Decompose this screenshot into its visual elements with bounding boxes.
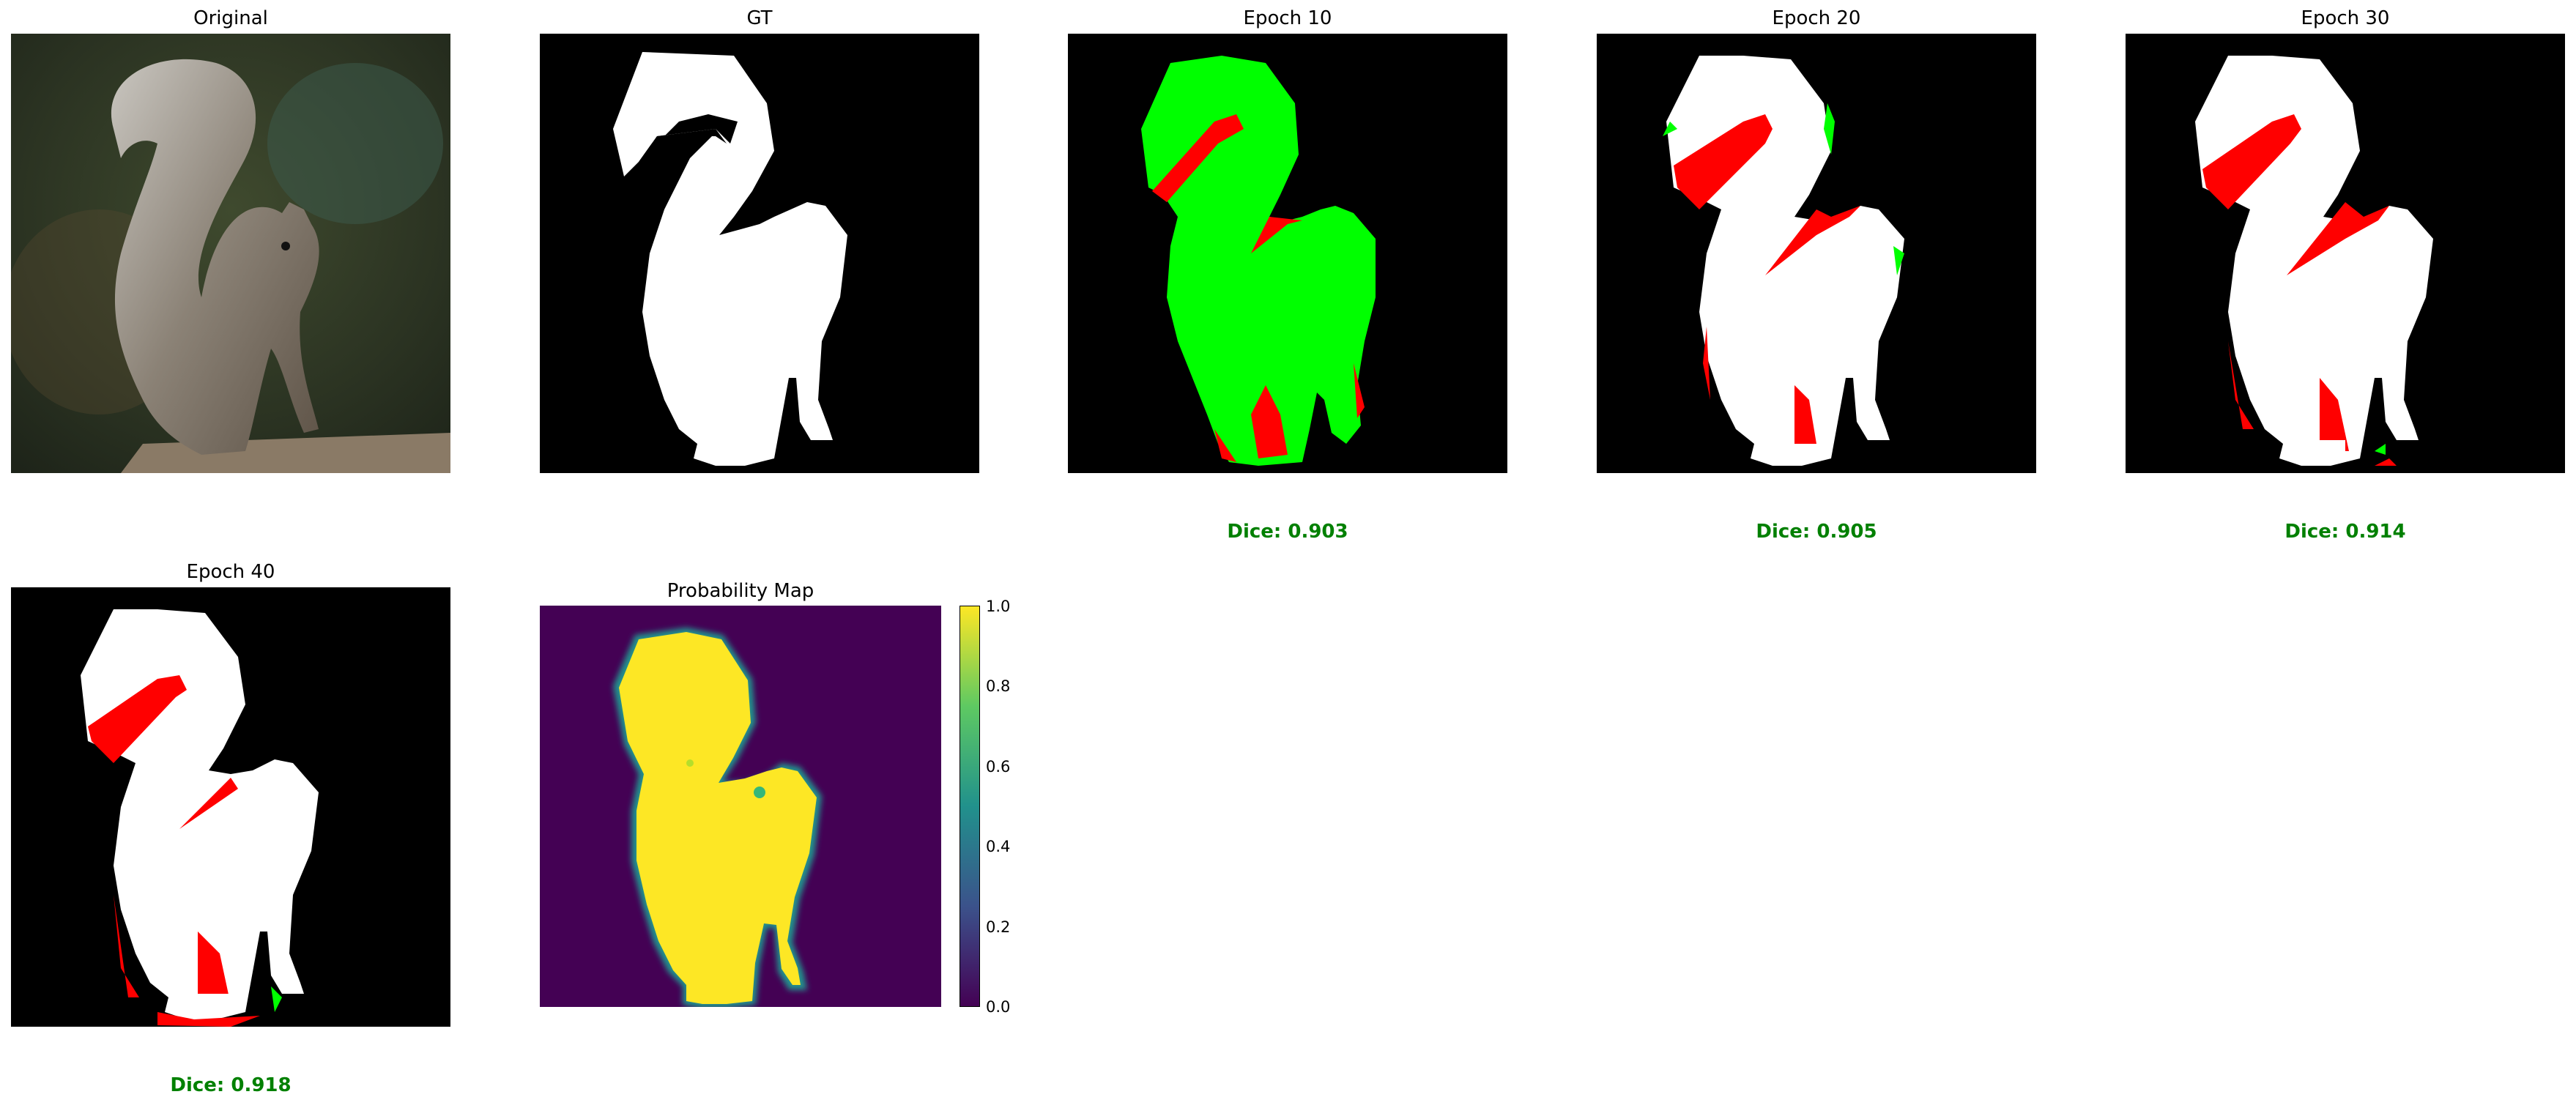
- probability-map-title: Probability Map: [667, 580, 814, 602]
- epoch40-dice: Dice: 0.918: [170, 1074, 292, 1096]
- gt-mask: [540, 34, 979, 473]
- epoch20-mask: [1597, 34, 2036, 473]
- epoch40-mask: [11, 587, 450, 1027]
- colorbar-tick-5: 1.0: [986, 598, 1011, 615]
- original-image: [11, 34, 450, 473]
- probability-map: [540, 606, 941, 1007]
- epoch20-title: Epoch 20: [1772, 7, 1861, 29]
- original-title: Original: [193, 7, 268, 29]
- gt-title: GT: [746, 7, 773, 29]
- epoch30-title: Epoch 30: [2301, 7, 2390, 29]
- epoch40-title: Epoch 40: [186, 561, 275, 583]
- colorbar-tick-1: 0.2: [986, 918, 1011, 936]
- colorbar-tick-4: 0.8: [986, 677, 1011, 695]
- epoch20-dice: Dice: 0.905: [1756, 521, 1877, 543]
- epoch10-mask: [1068, 34, 1507, 473]
- colorbar-tick-3: 0.6: [986, 758, 1011, 776]
- epoch10-title: Epoch 10: [1243, 7, 1332, 29]
- probability-colorbar: [959, 606, 980, 1007]
- epoch30-dice: Dice: 0.914: [2284, 521, 2406, 543]
- colorbar-tick-2: 0.4: [986, 838, 1011, 855]
- epoch10-dice: Dice: 0.903: [1227, 521, 1348, 543]
- epoch30-mask: [2126, 34, 2565, 473]
- colorbar-tick-0: 0.0: [986, 998, 1011, 1016]
